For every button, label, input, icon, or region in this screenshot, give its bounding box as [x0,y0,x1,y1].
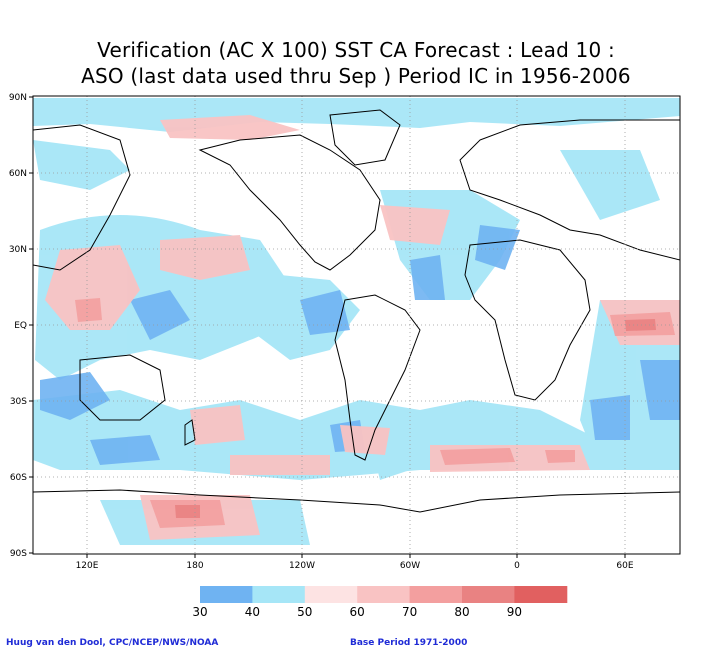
colorbar-tick-40: 40 [245,605,260,619]
lat-label-60s: 60S [10,473,27,483]
lon-label-60e: 60E [616,561,633,571]
lat-label-60n: 60N [9,169,27,179]
lat-label-30s: 30S [10,397,27,407]
colorbar-swatch-0 [200,586,253,603]
grid-lines [33,96,680,554]
lat-label-90n: 90N [9,93,27,103]
colorbar-tick-60: 60 [350,605,365,619]
base-period-text: Base Period 1971-2000 [350,638,468,648]
lon-label-120e: 120E [76,561,99,571]
map-title-line-2: ASO (last data used thru Sep ) Period IC… [81,64,631,88]
lat-label-30n: 30N [9,245,27,255]
colorbar-swatch-1 [252,586,306,603]
colorbar-swatch-2 [304,586,358,603]
lon-label-120w: 120W [289,561,315,571]
colorbar-swatch-6 [514,586,568,603]
colorbar-tick-90: 90 [507,605,522,619]
lon-label-60w: 60W [400,561,420,571]
colorbar-tick-30: 30 [192,605,207,619]
colorbar-tick-70: 70 [402,605,417,619]
colorbar-swatch-4 [409,586,463,603]
map-title-line-1: Verification (AC X 100) SST CA Forecast … [97,38,615,62]
lat-label-90s: 90S [10,549,27,559]
colorbar-tick-80: 80 [454,605,469,619]
lon-label-180: 180 [186,561,203,571]
lon-label-0: 0 [514,561,520,571]
colorbar-swatch-5 [462,586,515,603]
anomaly-correlation-field [33,96,680,554]
colorbar-tick-50: 50 [297,605,312,619]
colorbar-swatch-3 [357,586,411,603]
credit-text: Huug van den Dool, CPC/NCEP/NWS/NOAA [6,638,219,648]
colorbar: 30 40 50 60 70 80 90 [192,586,568,619]
coastlines [33,109,680,513]
lat-label-eq: EQ [14,321,27,331]
